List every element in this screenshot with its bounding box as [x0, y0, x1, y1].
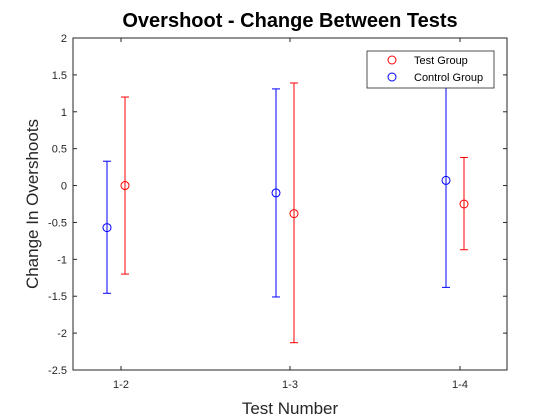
- legend-control-label: Control Group: [414, 72, 483, 84]
- data-point: [102, 223, 112, 233]
- series-layer: [102, 72, 469, 344]
- chart-title: Overshoot - Change Between Tests: [122, 10, 457, 32]
- y-axis-label: Change In Overshoots: [23, 119, 42, 289]
- legend-box: [366, 50, 495, 89]
- data-point: [289, 209, 299, 219]
- y-tick-label: 0.5: [52, 144, 67, 156]
- legend-control-marker: [387, 72, 397, 82]
- data-point: [441, 175, 451, 185]
- plot-area: [72, 37, 508, 371]
- series-control-group: [102, 72, 451, 298]
- legend: Test Group Control Group: [366, 50, 495, 89]
- y-tick-label: -1.5: [48, 291, 67, 303]
- y-tick-label: -1: [57, 254, 67, 266]
- data-point: [271, 188, 281, 198]
- y-tick-label: -2: [57, 328, 67, 340]
- x-axis-ticks: 1-2 1-3 1-4: [113, 38, 468, 391]
- y-tick-label: 2: [61, 33, 67, 45]
- x-axis-label: Test Number: [242, 399, 339, 418]
- legend-test-label: Test Group: [414, 55, 468, 67]
- y-axis-ticks: -2.5 -2 -1.5 -1 -0.5 0 0.5 1 1.5 2: [48, 33, 507, 377]
- x-tick-label: 1-2: [113, 379, 129, 391]
- series-test-group: [120, 82, 469, 344]
- y-tick-label: -2.5: [48, 365, 67, 377]
- data-point: [459, 199, 469, 209]
- y-tick-label: 1.5: [52, 70, 67, 82]
- legend-test-marker: [387, 55, 397, 65]
- data-point: [120, 181, 130, 191]
- x-tick-label: 1-4: [452, 379, 468, 391]
- y-tick-label: -0.5: [48, 217, 67, 229]
- y-tick-label: 1: [61, 107, 67, 119]
- x-tick-label: 1-3: [282, 379, 298, 391]
- y-tick-label: 0: [61, 181, 67, 193]
